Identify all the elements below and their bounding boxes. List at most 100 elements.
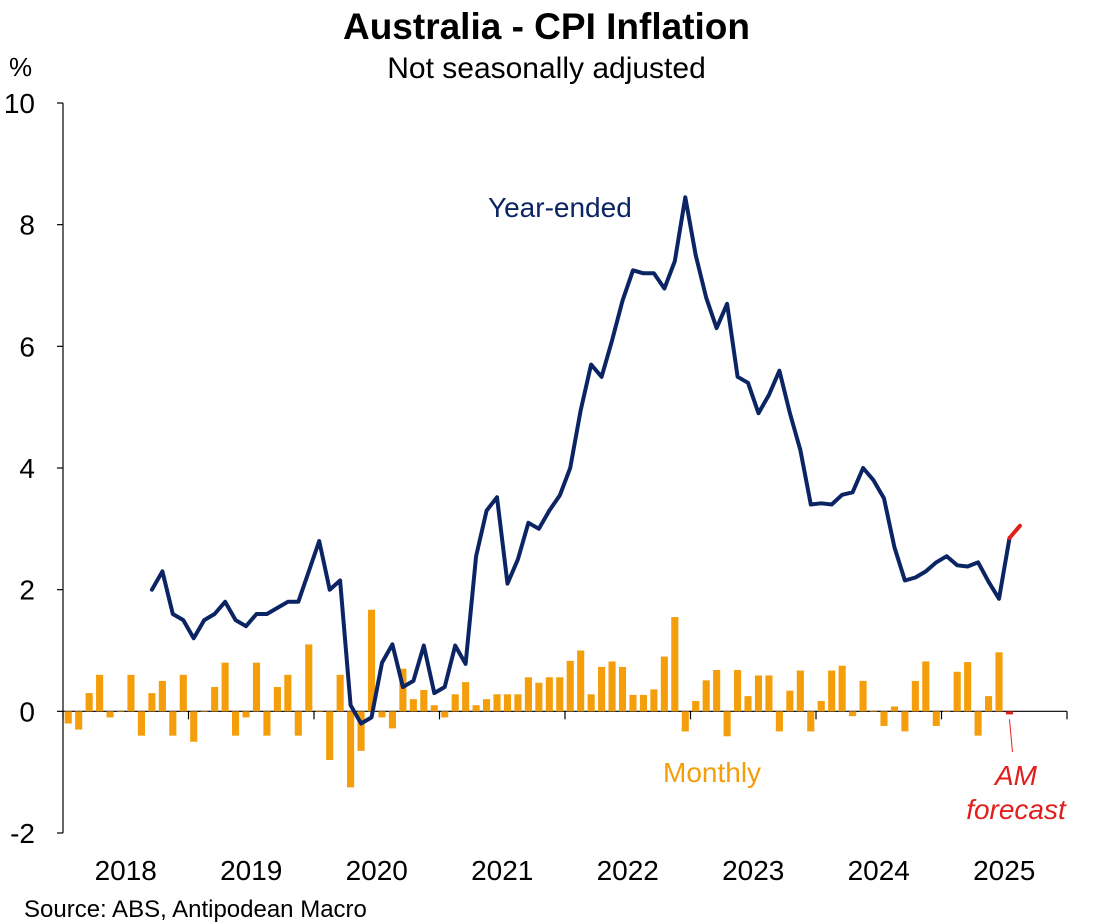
x-tick-label: 2018 — [95, 855, 157, 886]
monthly-bar — [577, 650, 585, 712]
monthly-bar — [964, 662, 972, 712]
monthly-bar — [357, 711, 365, 751]
monthly-bar — [587, 694, 595, 712]
monthly-bar — [190, 711, 198, 742]
monthly-bar — [441, 711, 449, 718]
monthly-bar — [127, 674, 135, 712]
monthly-bar — [399, 668, 407, 712]
monthly-bar — [273, 687, 281, 712]
monthly-bar — [901, 711, 909, 732]
y-tick-label: 6 — [19, 331, 35, 362]
monthly-bars-group — [64, 609, 1014, 788]
monthly-bar — [828, 670, 836, 712]
x-tick-label: 2020 — [346, 855, 408, 886]
monthly-bar — [514, 694, 522, 712]
monthly-bar — [232, 711, 240, 736]
monthly-bar — [943, 711, 951, 712]
monthly-bar — [629, 694, 637, 712]
monthly-bar — [650, 689, 658, 712]
monthly-bar — [859, 680, 867, 712]
monthly-bar — [524, 677, 532, 712]
y-tick-label: 0 — [19, 696, 35, 727]
monthly-bar — [221, 662, 229, 712]
monthly-bar — [75, 711, 83, 730]
monthly-bar — [849, 711, 857, 717]
monthly-bar — [64, 711, 72, 724]
monthly-bar — [430, 705, 438, 712]
monthly-bar — [263, 711, 271, 736]
monthly-bar — [315, 711, 323, 712]
monthly-bar — [158, 680, 166, 712]
monthly-bar — [483, 699, 491, 712]
y-tick-label: -2 — [10, 818, 35, 849]
monthly-bar — [242, 711, 250, 718]
chart-title: Australia - CPI Inflation — [342, 6, 751, 47]
monthly-bar — [472, 705, 480, 712]
monthly-bar — [713, 669, 721, 712]
monthly-bar — [838, 665, 846, 712]
monthly-bar — [169, 711, 177, 736]
chart-subtitle: Not seasonally adjusted — [387, 52, 706, 85]
monthly-bar — [598, 666, 606, 712]
y-tick-label: 10 — [4, 88, 35, 119]
monthly-bar — [96, 674, 104, 712]
monthly-bar — [890, 706, 898, 712]
x-tick-label: 2021 — [471, 855, 533, 886]
monthly-bar — [723, 711, 731, 737]
monthly-bar — [922, 661, 930, 712]
monthly-bar — [347, 711, 355, 788]
monthly-bar — [211, 687, 219, 712]
monthly-bar — [388, 711, 396, 729]
monthly-bar — [545, 677, 553, 712]
monthly-bar — [179, 674, 187, 712]
monthly-bar — [786, 690, 794, 712]
x-tick-label: 2025 — [973, 855, 1035, 886]
axes-group: -2 0 2 4 6 8 10 2018 2019 2020 2021 2022 2023 2024 202… — [4, 88, 1068, 886]
monthly-bar — [336, 674, 344, 712]
monthly-bar — [200, 711, 208, 712]
monthly-bar — [535, 682, 543, 712]
monthly-bar — [807, 711, 815, 732]
monthly-bar — [974, 711, 982, 736]
monthly-bar — [85, 693, 93, 712]
monthly-bar — [367, 609, 376, 712]
year-ended-label: Year-ended — [488, 192, 632, 223]
x-tick-label: 2023 — [722, 855, 784, 886]
x-tick-label: 2024 — [848, 855, 910, 886]
monthly-bar — [378, 711, 386, 718]
monthly-bar — [765, 675, 773, 712]
monthly-bar — [995, 652, 1003, 712]
source-note: Source: ABS, Antipodean Macro — [24, 896, 367, 923]
monthly-bar — [326, 711, 334, 760]
monthly-bar — [681, 711, 689, 732]
monthly-bar — [556, 677, 564, 712]
monthly-bar — [702, 680, 710, 712]
monthly-bar — [409, 699, 417, 712]
monthly-bar — [305, 644, 313, 712]
monthly-bar — [116, 711, 125, 712]
forecast-label-line1: AM — [993, 760, 1038, 791]
monthly-bar — [420, 690, 428, 712]
monthly-bar — [775, 711, 783, 732]
monthly-bar — [566, 660, 574, 712]
monthly-bar — [744, 696, 752, 712]
monthly-bar — [462, 682, 470, 712]
monthly-bar — [869, 711, 878, 712]
y-axis-unit-label: % — [9, 52, 33, 82]
monthly-bar — [660, 656, 668, 712]
monthly-bar — [137, 711, 145, 736]
forecast-label-line2: forecast — [966, 794, 1067, 825]
monthly-bar — [734, 669, 742, 712]
x-tick-label: 2019 — [220, 855, 282, 886]
y-tick-label: 2 — [19, 575, 35, 606]
forecast-leader-line — [1008, 719, 1013, 753]
monthly-bar — [953, 671, 961, 712]
monthly-bar — [692, 700, 700, 712]
year-ended-line-group — [149, 195, 1022, 726]
monthly-bar — [284, 674, 292, 712]
x-tick-label: 2022 — [597, 855, 659, 886]
monthly-bar — [106, 711, 114, 718]
monthly-bar — [618, 666, 627, 712]
